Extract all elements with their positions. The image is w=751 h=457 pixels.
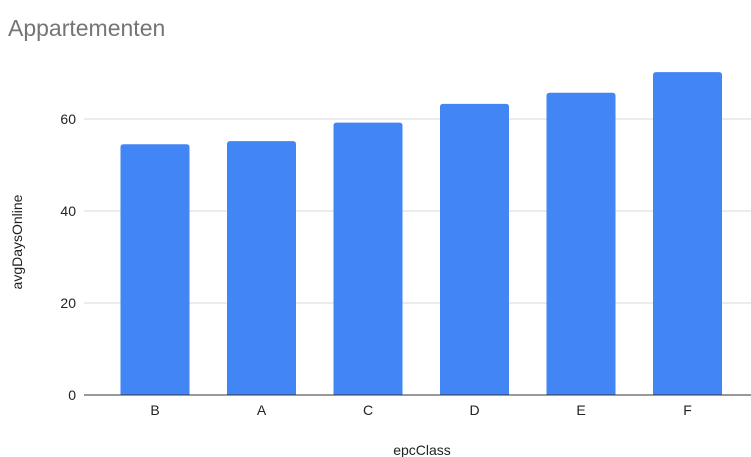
x-tick-label: E — [576, 402, 585, 418]
x-tick-label: D — [469, 402, 479, 418]
bars — [120, 72, 722, 396]
y-axis-ticks: 0 20 40 60 — [60, 111, 76, 403]
bar-E — [546, 92, 616, 395]
y-tick-label: 40 — [60, 203, 76, 219]
bar-C — [333, 122, 403, 396]
x-tick-label: F — [683, 402, 692, 418]
bar-F — [653, 72, 722, 395]
x-axis-title: epcClass — [393, 442, 451, 457]
y-axis-title: avgDaysOnline — [9, 194, 25, 289]
x-tick-label: C — [363, 402, 373, 418]
gridlines — [84, 118, 751, 304]
x-tick-label: B — [150, 402, 159, 418]
chart-title: Appartementen — [8, 15, 165, 41]
bar-A — [227, 141, 296, 395]
bar-D — [440, 103, 509, 395]
y-tick-label: 0 — [68, 387, 76, 403]
bar-B — [120, 144, 190, 395]
x-tick-label: A — [257, 402, 267, 418]
y-tick-label: 60 — [60, 111, 76, 127]
y-tick-label: 20 — [60, 295, 76, 311]
